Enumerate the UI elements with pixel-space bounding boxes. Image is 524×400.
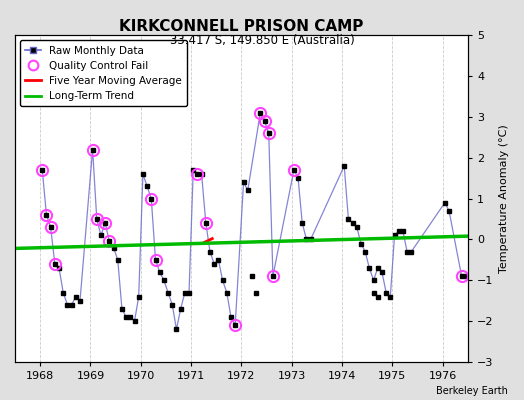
Y-axis label: Temperature Anomaly (°C): Temperature Anomaly (°C) [499, 124, 509, 273]
Text: 33.417 S, 149.850 E (Australia): 33.417 S, 149.850 E (Australia) [170, 34, 354, 47]
Text: Berkeley Earth: Berkeley Earth [436, 386, 508, 396]
Title: KIRKCONNELL PRISON CAMP: KIRKCONNELL PRISON CAMP [119, 19, 364, 34]
Legend: Raw Monthly Data, Quality Control Fail, Five Year Moving Average, Long-Term Tren: Raw Monthly Data, Quality Control Fail, … [20, 40, 188, 106]
